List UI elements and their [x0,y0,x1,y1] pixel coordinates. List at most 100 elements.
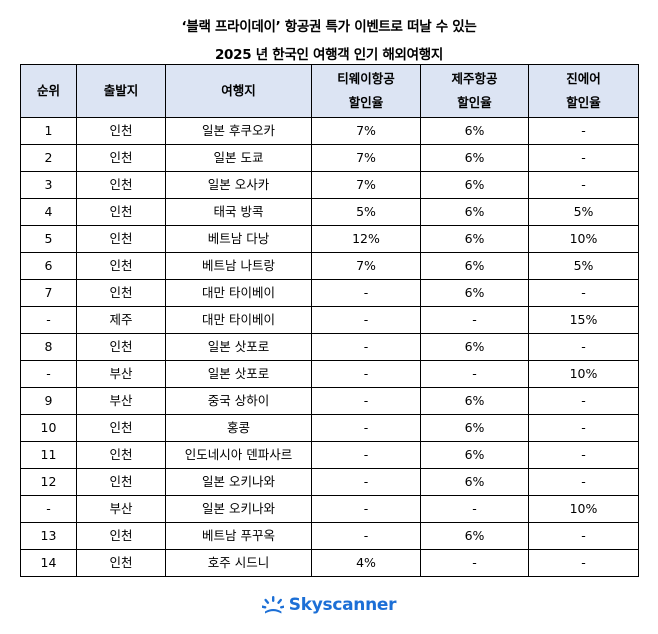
cell-tway: 7% [311,171,421,199]
cell-origin: 인천 [76,279,166,307]
cell-tway: - [311,441,421,469]
cell-jeju: 6% [420,144,529,172]
cell-tway: - [311,360,421,388]
cell-jeju: 6% [420,279,529,307]
cell-destination: 일본 삿포로 [165,360,312,388]
header-jin: 진에어 할인율 [528,64,639,118]
cell-jeju: 6% [420,387,529,415]
cell-origin: 부산 [76,387,166,415]
title-line-1: ‘블랙 프라이데이’ 항공권 특가 이벤트로 떠날 수 있는 [181,19,477,35]
skyscanner-sunrise-icon [261,596,289,614]
cell-jin: - [528,414,639,442]
cell-jeju: 6% [420,333,529,361]
cell-origin: 인천 [76,522,166,550]
cell-tway: - [311,414,421,442]
cell-destination: 일본 도쿄 [165,144,312,172]
table-row: 9 부산 중국 상하이 -6% - [20,387,639,415]
cell-origin: 인천 [76,414,166,442]
cell-jeju: 6% [420,468,529,496]
cell-jin: - [528,468,639,496]
header-rank: 순위 [20,64,77,118]
cell-jeju: 6% [420,117,529,145]
cell-origin: 인천 [76,171,166,199]
cell-tway: - [311,387,421,415]
cell-tway: 7% [311,117,421,145]
cell-jin: 5% [528,198,639,226]
cell-tway: - [311,333,421,361]
cell-jin: - [528,279,639,307]
cell-jeju: 6% [420,171,529,199]
table-row: 5 인천 베트남 다낭 12% 6% 10% [20,225,639,253]
cell-jin: - [528,117,639,145]
header-jeju-airline: 제주항공 [451,71,498,86]
cell-rank: 11 [20,441,77,469]
cell-origin: 인천 [76,333,166,361]
cell-destination: 일본 삿포로 [165,333,312,361]
cell-origin: 인천 [76,117,166,145]
cell-rank: 14 [20,549,77,577]
cell-origin: 인천 [76,549,166,577]
cell-destination: 인도네시아 덴파사르 [165,441,312,469]
cell-rank: 6 [20,252,77,280]
cell-origin: 인천 [76,198,166,226]
table-row: 11 인천 인도네시아 덴파사르 -6% - [20,441,639,469]
cell-destination: 베트남 푸꾸옥 [165,522,312,550]
cell-rank: - [20,495,77,523]
cell-origin: 부산 [76,360,166,388]
cell-tway: - [311,495,421,523]
cell-jin: 5% [528,252,639,280]
cell-rank: 9 [20,387,77,415]
cell-jeju: 6% [420,225,529,253]
header-jeju: 제주항공 할인율 [420,64,529,118]
cell-destination: 일본 오키나와 [165,468,312,496]
header-tway-discount: 할인율 [348,95,384,110]
header-jin-discount: 할인율 [566,95,601,110]
skyscanner-logo: Skyscanner [0,595,658,615]
cell-jeju: 6% [420,198,529,226]
cell-jin: - [528,441,639,469]
cell-rank: 3 [20,171,77,199]
cell-rank: 1 [20,117,77,145]
table-row: - 부산 일본 오키나와 - -10% [20,495,639,523]
cell-jeju: - [420,549,529,577]
cell-destination: 대만 타이베이 [165,306,312,334]
table-row: 8 인천 일본 삿포로 -6% - [20,333,639,361]
cell-destination: 베트남 나트랑 [165,252,312,280]
header-jeju-discount: 할인율 [457,95,492,110]
cell-jin: - [528,549,639,577]
table-row: 13 인천 베트남 푸꾸옥 -6% - [20,522,639,550]
cell-rank: 12 [20,468,77,496]
table-row: 2 인천 일본 도쿄 7% 6% - [20,144,639,172]
cell-destination: 중국 상하이 [165,387,312,415]
table-row: 4 인천 태국 방콕 5% 6% 5% [20,198,639,226]
cell-tway: 12% [311,225,421,253]
cell-origin: 인천 [76,468,166,496]
skyscanner-wordmark: Skyscanner [288,595,397,615]
table-body: 1 인천 일본 후쿠오카 7% 6% -2 인천 일본 도쿄 7% 6% -3 인천 일본 오사카 7% 6… [20,117,639,577]
cell-jin: - [528,333,639,361]
cell-rank: - [20,306,77,334]
table-row: - 부산 일본 삿포로 - -10% [20,360,639,388]
cell-jin: 10% [528,360,639,388]
table-row: 12 인천 일본 오키나와 -6% - [20,468,639,496]
cell-rank: 5 [20,225,77,253]
cell-tway: 7% [311,144,421,172]
cell-destination: 태국 방콕 [165,198,312,226]
cell-jin: - [528,171,639,199]
header-destination: 여행지 [165,64,312,118]
cell-rank: 7 [20,279,77,307]
cell-jeju: - [420,360,529,388]
cell-tway: - [311,279,421,307]
cell-rank: 4 [20,198,77,226]
cell-destination: 일본 후쿠오카 [165,117,312,145]
header-tway-airline: 티웨이항공 [337,71,395,86]
cell-tway: - [311,468,421,496]
table-row: 3 인천 일본 오사카 7% 6% - [20,171,639,199]
table-row: - 제주 대만 타이베이 - -15% [20,306,639,334]
table-row: 6 인천 베트남 나트랑 7% 6% 5% [20,252,639,280]
cell-jin: 10% [528,495,639,523]
cell-origin: 인천 [76,144,166,172]
cell-jin: 15% [528,306,639,334]
